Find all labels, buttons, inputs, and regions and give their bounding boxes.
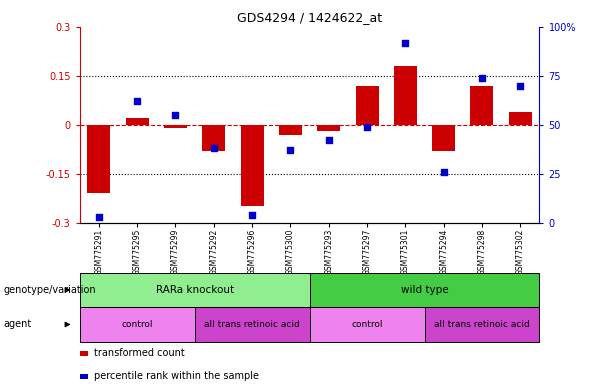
Point bbox=[209, 145, 219, 151]
Point bbox=[439, 169, 449, 175]
Text: wild type: wild type bbox=[401, 285, 448, 295]
Bar bbox=[126, 118, 149, 125]
Point bbox=[247, 212, 257, 218]
Point bbox=[400, 40, 410, 46]
Bar bbox=[432, 125, 455, 151]
Bar bbox=[80, 351, 88, 356]
Bar bbox=[310, 273, 539, 307]
Bar bbox=[80, 307, 195, 342]
Title: GDS4294 / 1424622_at: GDS4294 / 1424622_at bbox=[237, 11, 382, 24]
Bar bbox=[80, 273, 310, 307]
Text: agent: agent bbox=[3, 319, 31, 329]
Bar bbox=[279, 125, 302, 135]
Bar bbox=[195, 307, 310, 342]
Point bbox=[362, 124, 372, 130]
Bar bbox=[80, 374, 88, 379]
Point bbox=[170, 112, 180, 118]
Bar bbox=[509, 112, 531, 125]
Point bbox=[94, 214, 104, 220]
Text: all trans retinoic acid: all trans retinoic acid bbox=[434, 320, 530, 329]
Bar bbox=[310, 307, 424, 342]
Text: percentile rank within the sample: percentile rank within the sample bbox=[94, 371, 259, 381]
Point bbox=[477, 75, 487, 81]
Bar bbox=[87, 125, 110, 194]
Text: control: control bbox=[121, 320, 153, 329]
Text: transformed count: transformed count bbox=[94, 348, 185, 358]
Text: all trans retinoic acid: all trans retinoic acid bbox=[204, 320, 300, 329]
Text: control: control bbox=[351, 320, 383, 329]
Bar bbox=[240, 125, 264, 207]
Bar bbox=[471, 86, 493, 125]
Point bbox=[324, 137, 333, 144]
Point bbox=[516, 83, 525, 89]
Point bbox=[132, 98, 142, 104]
Bar bbox=[394, 66, 417, 125]
Text: RARa knockout: RARa knockout bbox=[156, 285, 234, 295]
Bar bbox=[424, 307, 539, 342]
Text: genotype/variation: genotype/variation bbox=[3, 285, 96, 295]
Bar bbox=[164, 125, 187, 128]
Bar bbox=[202, 125, 226, 151]
Bar bbox=[356, 86, 379, 125]
Point bbox=[286, 147, 295, 153]
Bar bbox=[318, 125, 340, 131]
